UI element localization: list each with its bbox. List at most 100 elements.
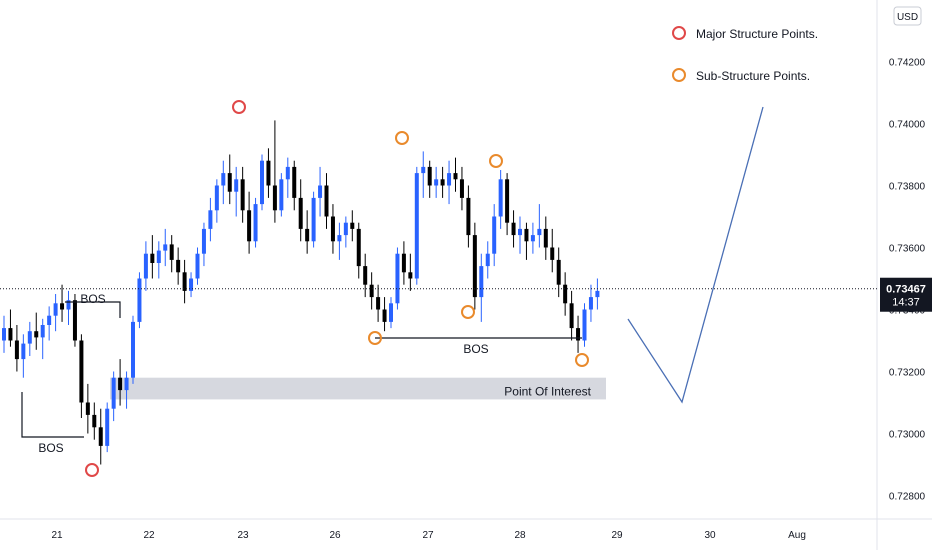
candle-body [85,402,90,415]
candle-body [337,235,342,242]
candle-body [427,166,432,186]
time-tick-label: Aug [788,530,806,541]
price-axis[interactable]: USD 0.742000.740000.738000.736000.734000… [880,6,932,503]
sub-structure-point [368,331,382,345]
candle-body [150,253,155,263]
price-tick-label: 0.73000 [889,430,926,441]
candle-body [518,228,522,236]
candle-body [182,272,187,291]
legend-major-icon [672,26,686,40]
bos-line-low [21,392,84,438]
currency-label: USD [897,12,918,23]
major-structure-point [232,100,246,114]
candle-body [376,297,381,310]
candle-body [221,173,226,186]
candle-body [505,179,510,223]
candle-body [2,328,6,341]
candle-body [189,278,194,291]
candle-body [72,300,77,341]
last-price-value: 0.73467 [886,284,926,296]
candle-body [401,253,406,273]
currency-badge[interactable] [893,6,922,26]
candle-body [466,197,471,236]
candle-body [318,185,323,198]
candle-body [459,179,464,198]
candle-body [382,309,387,322]
candle-body [27,331,32,344]
time-axis[interactable]: 21 22 23 26 27 28 29 30 Aug [51,530,805,541]
candle-body [169,244,174,260]
candle-body [537,228,542,236]
candle-body [40,325,45,338]
candle-body [472,235,477,298]
candle-body [92,414,97,428]
projection-path [627,106,764,404]
candle-body [311,197,316,242]
time-tick-label: 26 [329,530,341,541]
annotation-layer: BOS BOS BOS [0,100,877,477]
zone-layer: Point Of Interest [110,377,606,400]
candle-body [124,377,129,391]
last-price-box [880,277,932,312]
bos-line-mid [65,301,121,318]
sub-structure-point [575,353,589,367]
candle-body [47,315,52,325]
candle-body [60,303,65,310]
bos-label: BOS [463,342,488,356]
candle-body [111,377,116,409]
price-tick-label: 0.73600 [889,244,926,255]
price-tick-label: 0.73200 [889,368,926,379]
candle-body [156,250,161,263]
candle-body [530,235,535,242]
time-tick-label: 27 [422,530,434,541]
candle-body [66,300,71,310]
candle-body [421,166,426,174]
candle-body [260,160,264,205]
point-of-interest-zone [110,377,606,400]
candle-body [543,228,548,248]
sub-structure-point [461,305,475,319]
candle-body [98,427,103,446]
candle-body [214,185,219,211]
candle-body [79,340,84,403]
sub-structure-point [395,131,409,145]
candle-body [305,228,310,242]
candle-body [34,331,39,338]
legend-sub-icon [672,68,686,82]
candle-body [363,266,368,285]
candle-body [240,179,245,211]
time-tick-label: 23 [237,530,249,541]
legend-sub-label: Sub-Structure Points. [696,69,810,83]
time-tick-label: 22 [143,530,155,541]
countdown-value: 14:37 [892,297,920,309]
candle-body [298,197,303,229]
candle-body [285,166,290,180]
candle-body [414,173,419,279]
candle-body [330,216,335,242]
legend-major-label: Major Structure Points. [696,27,818,41]
candle-body [485,253,490,267]
candle-body [118,377,123,391]
candle-body [201,228,206,254]
candle-body [479,266,484,298]
candle-body [356,228,361,267]
candle-body [227,173,232,192]
candle-body [14,340,19,360]
candle-body [582,309,587,341]
candle-body [556,259,561,285]
candle-body [563,284,568,304]
candle-body [21,343,26,360]
sub-structure-point [489,154,503,168]
candle-body [137,278,142,322]
candle-body [279,179,284,211]
candle-body [550,247,555,260]
candle-body [447,173,452,186]
time-tick-label: 28 [514,530,526,541]
candle-body [163,244,168,251]
bos-label: BOS [38,441,63,455]
candle-body [453,173,458,180]
last-price-tag: 0.73467 14:37 [880,277,932,312]
legend: Major Structure Points. Sub-Structure Po… [672,26,818,83]
